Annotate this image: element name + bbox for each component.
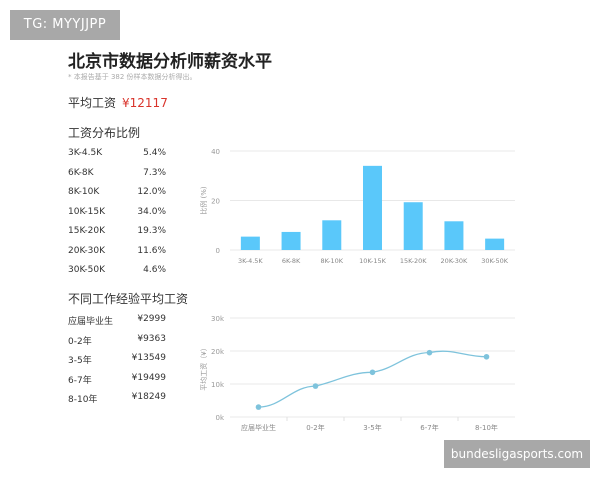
row-value: ¥2999 [137, 314, 166, 324]
experience-line-chart: 0k 10k 20k 30k 平均工资（¥） 应届毕业生 0-2年 3-5年 6-7年 8-10年 [199, 315, 515, 432]
row-label: 3-5年 [68, 356, 92, 366]
y-tick-label: 20 [211, 198, 220, 206]
row-label: 8-10年 [68, 395, 98, 405]
sample-note: * 本报告基于 382 份样本数据分析得出。 [68, 73, 197, 81]
row-value: ¥18249 [131, 392, 166, 402]
row-label: 8K-10K [68, 187, 100, 197]
experience-table: 应届毕业生 ¥2999 0-2年 ¥9363 3-5年 ¥13549 6-7年 ¥19499 8… [68, 314, 166, 412]
distribution-bar-chart: 0 20 40 比例 (%) 3K-4.5K 6K-8K 8K-10K 10K-15K 15K-… [199, 148, 515, 265]
table-row: 15K-20K 19.3% [68, 226, 166, 246]
row-label: 应届毕业生 [68, 317, 114, 327]
watermark-bottom: bundesligasports.com [444, 440, 590, 468]
x-tick-label: 20K-30K [441, 257, 468, 265]
bar [444, 221, 464, 250]
x-tick-label: 10K-15K [359, 257, 386, 265]
row-value: 11.6% [137, 245, 166, 256]
bar [322, 220, 342, 250]
data-point [255, 404, 262, 410]
y-tick-label: 40 [211, 148, 220, 156]
x-tick-label: 应届毕业生 [241, 423, 276, 432]
row-label: 20K-30K [68, 245, 106, 256]
y-tick-label: 10k [211, 381, 225, 389]
x-tick-label: 0-2年 [306, 423, 324, 432]
row-value: 7.3% [143, 167, 166, 178]
x-tick-label: 3-5年 [363, 423, 381, 432]
row-value: ¥9363 [137, 333, 166, 344]
bar [403, 202, 423, 250]
bar [281, 231, 301, 250]
series-line [258, 350, 487, 408]
row-label: 10K-15K [68, 206, 106, 217]
row-value: 19.3% [137, 226, 166, 236]
table-row: 6-7年 ¥19499 [68, 373, 166, 393]
y-tick-label: 0 [216, 247, 220, 255]
row-label: 6K-8K [68, 167, 94, 178]
row-value: ¥19499 [131, 372, 166, 383]
row-label: 3K-4.5K [68, 148, 103, 158]
x-tick-label: 6K-8K [282, 257, 301, 265]
experience-title: 不同工作经验平均工资 [68, 292, 189, 306]
row-value: ¥13549 [131, 353, 166, 363]
distribution-table: 3K-4.5K 5.4% 6K-8K 7.3% 8K-10K 12.0% 10K-15K 34… [68, 148, 166, 285]
average-salary-label: 平均工资 [68, 96, 117, 110]
table-row: 3-5年 ¥13549 [68, 353, 166, 373]
table-row: 6K-8K 7.3% [68, 168, 166, 188]
bar [240, 236, 260, 250]
y-tick-label: 30k [211, 315, 225, 323]
row-value: 5.4% [143, 148, 166, 158]
x-tick-label: 8K-10K [320, 257, 343, 265]
y-axis-label: 平均工资（¥） [199, 344, 208, 390]
data-point [483, 353, 490, 360]
table-row: 0-2年 ¥9363 [68, 334, 166, 354]
watermark-top: TG: MYYJJPP [10, 10, 120, 40]
row-label: 6-7年 [68, 375, 92, 386]
average-salary-value: ¥12117 [122, 96, 168, 110]
bar [485, 238, 505, 250]
table-row: 3K-4.5K 5.4% [68, 148, 166, 168]
row-label: 30K-50K [68, 265, 106, 275]
bar [363, 165, 382, 250]
data-point [369, 369, 376, 376]
table-row: 8K-10K 12.0% [68, 187, 166, 207]
table-row: 10K-15K 34.0% [68, 207, 166, 227]
data-point [426, 349, 433, 356]
x-tick-label: 15K-20K [400, 257, 427, 265]
page-title: 北京市数据分析师薪资水平 [68, 52, 272, 72]
distribution-title: 工资分布比例 [68, 126, 141, 140]
y-tick-label: 0k [215, 414, 224, 422]
row-label: 15K-20K [68, 226, 106, 236]
y-tick-label: 20k [211, 348, 225, 356]
x-tick-label: 3K-4.5K [238, 257, 263, 265]
table-row: 20K-30K 11.6% [68, 246, 166, 266]
y-axis-label: 比例 (%) [199, 186, 208, 215]
row-value: 4.6% [143, 265, 166, 275]
x-tick-label: 6-7年 [420, 423, 438, 432]
table-row: 30K-50K 4.6% [68, 265, 166, 285]
average-salary: 平均工资 ¥12117 [68, 94, 168, 111]
data-point [312, 383, 319, 389]
row-value: 34.0% [137, 206, 166, 217]
table-row: 8-10年 ¥18249 [68, 392, 166, 412]
x-tick-label: 8-10年 [475, 423, 498, 432]
row-value: 12.0% [137, 187, 166, 197]
x-tick-label: 30K-50K [481, 257, 508, 265]
row-label: 0-2年 [68, 336, 92, 347]
table-row: 应届毕业生 ¥2999 [68, 314, 166, 334]
